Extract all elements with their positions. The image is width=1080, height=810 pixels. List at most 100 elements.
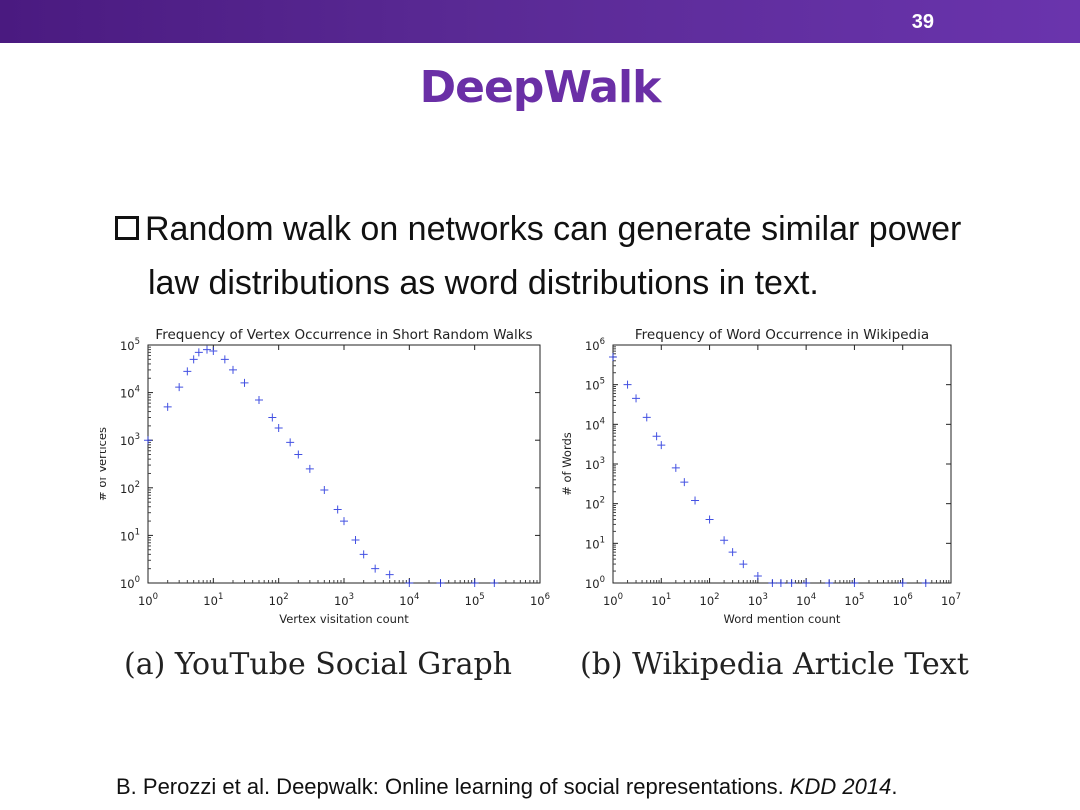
- x-tick-label: 105: [465, 592, 485, 608]
- y-tick-exponent: 5: [135, 337, 140, 347]
- x-tick-exponent: 3: [762, 592, 767, 602]
- bullet-text-line1: Random walk on networks can generate sim…: [145, 210, 962, 248]
- x-tick-exponent: 4: [811, 592, 816, 602]
- data-point: [209, 346, 218, 355]
- x-tick-exponent: 2: [283, 592, 288, 602]
- data-point: [320, 485, 329, 494]
- data-point: [921, 579, 930, 587]
- data-point: [371, 564, 380, 573]
- y-tick-exponent: 0: [600, 575, 605, 585]
- y-tick-exponent: 2: [600, 496, 605, 506]
- x-tick-exponent: 7: [956, 592, 961, 602]
- y-tick-exponent: 5: [600, 377, 605, 387]
- data-point: [405, 579, 414, 587]
- data-point: [274, 424, 283, 433]
- data-point: [183, 367, 192, 376]
- data-point: [739, 560, 748, 569]
- data-point: [825, 579, 834, 587]
- slide-title: DeepWalk: [419, 62, 662, 113]
- chart-wikipedia-svg: Frequency of Word Occurrence in Wikipedi…: [560, 327, 961, 626]
- data-point: [802, 579, 811, 587]
- data-point: [286, 438, 295, 447]
- y-tick-label: 102: [585, 496, 605, 512]
- x-tick-label: 105: [844, 592, 864, 608]
- data-point: [436, 579, 445, 587]
- x-tick-exponent: 0: [618, 592, 623, 602]
- x-tick-exponent: 1: [218, 592, 223, 602]
- data-point: [340, 517, 348, 526]
- data-point: [194, 348, 203, 357]
- data-point: [691, 496, 700, 505]
- y-tick-label: 103: [585, 456, 605, 472]
- x-tick-exponent: 5: [859, 592, 864, 602]
- y-tick-label: 105: [120, 337, 140, 353]
- x-tick-exponent: 5: [479, 592, 484, 602]
- x-tick-exponent: 1: [666, 592, 671, 602]
- y-tick-exponent: 2: [135, 480, 140, 490]
- data-point: [652, 432, 661, 441]
- data-point: [776, 579, 785, 587]
- citation-main: B. Perozzi et al. Deepwalk: Online learn…: [116, 774, 790, 799]
- data-point: [254, 395, 263, 404]
- y-tick-label: 101: [585, 535, 605, 551]
- data-point: [144, 436, 152, 445]
- citation: B. Perozzi et al. Deepwalk: Online learn…: [116, 774, 897, 800]
- y-tick-exponent: 1: [135, 527, 140, 537]
- y-axis-label: # of Vertices: [100, 427, 109, 501]
- y-tick-label: 104: [585, 416, 605, 432]
- data-point: [720, 536, 729, 545]
- y-tick-label: 104: [120, 385, 140, 401]
- data-point: [385, 570, 394, 579]
- caption-wikipedia: (b) Wikipedia Article Text: [580, 647, 969, 682]
- x-tick-label: 100: [138, 592, 158, 608]
- data-point: [305, 464, 314, 473]
- chart-youtube: Frequency of Vertex Occurrence in Short …: [95, 325, 550, 635]
- data-point: [175, 383, 184, 392]
- x-tick-label: 102: [269, 592, 289, 608]
- data-point: [850, 579, 859, 587]
- x-tick-label: 103: [748, 592, 768, 608]
- data-point: [163, 402, 172, 411]
- data-point: [268, 413, 277, 422]
- bullet-text-line2: law distributions as word distributions …: [148, 264, 819, 302]
- y-tick-exponent: 4: [135, 385, 140, 395]
- y-tick-exponent: 4: [600, 416, 605, 426]
- data-point: [623, 380, 632, 389]
- x-tick-label: 107: [941, 592, 961, 608]
- y-tick-label: 105: [585, 377, 605, 393]
- y-axis-label: # of Words: [560, 432, 574, 496]
- data-point: [333, 505, 342, 514]
- data-point: [728, 548, 737, 557]
- y-tick-exponent: 0: [135, 575, 140, 585]
- data-point: [768, 579, 777, 587]
- y-tick-label: 102: [120, 480, 140, 496]
- x-tick-exponent: 6: [907, 592, 912, 602]
- data-point: [294, 450, 303, 459]
- x-tick-exponent: 6: [545, 592, 550, 602]
- data-point: [680, 478, 689, 487]
- data-point: [189, 355, 198, 364]
- y-tick-label: 100: [585, 575, 605, 591]
- data-point: [229, 365, 238, 374]
- x-tick-label: 106: [893, 592, 913, 608]
- x-tick-label: 103: [334, 592, 354, 608]
- data-point: [351, 536, 360, 545]
- caption-youtube: (a) YouTube Social Graph: [124, 647, 512, 682]
- data-point: [898, 579, 907, 587]
- x-axis-label: Vertex visitation count: [279, 612, 409, 626]
- y-tick-label: 101: [120, 527, 140, 543]
- y-tick-label: 103: [120, 432, 140, 448]
- data-point: [490, 579, 499, 587]
- x-tick-exponent: 3: [349, 592, 354, 602]
- x-tick-label: 104: [796, 592, 816, 608]
- data-point: [657, 441, 666, 450]
- data-point: [787, 579, 796, 587]
- chart-wikipedia: Frequency of Word Occurrence in Wikipedi…: [555, 325, 975, 635]
- data-point: [220, 355, 229, 364]
- data-point: [753, 572, 762, 581]
- y-tick-exponent: 3: [135, 432, 140, 442]
- plot-frame: [612, 344, 952, 584]
- x-axis-label: Word mention count: [724, 612, 841, 626]
- data-point: [359, 550, 368, 559]
- x-tick-label: 102: [700, 592, 720, 608]
